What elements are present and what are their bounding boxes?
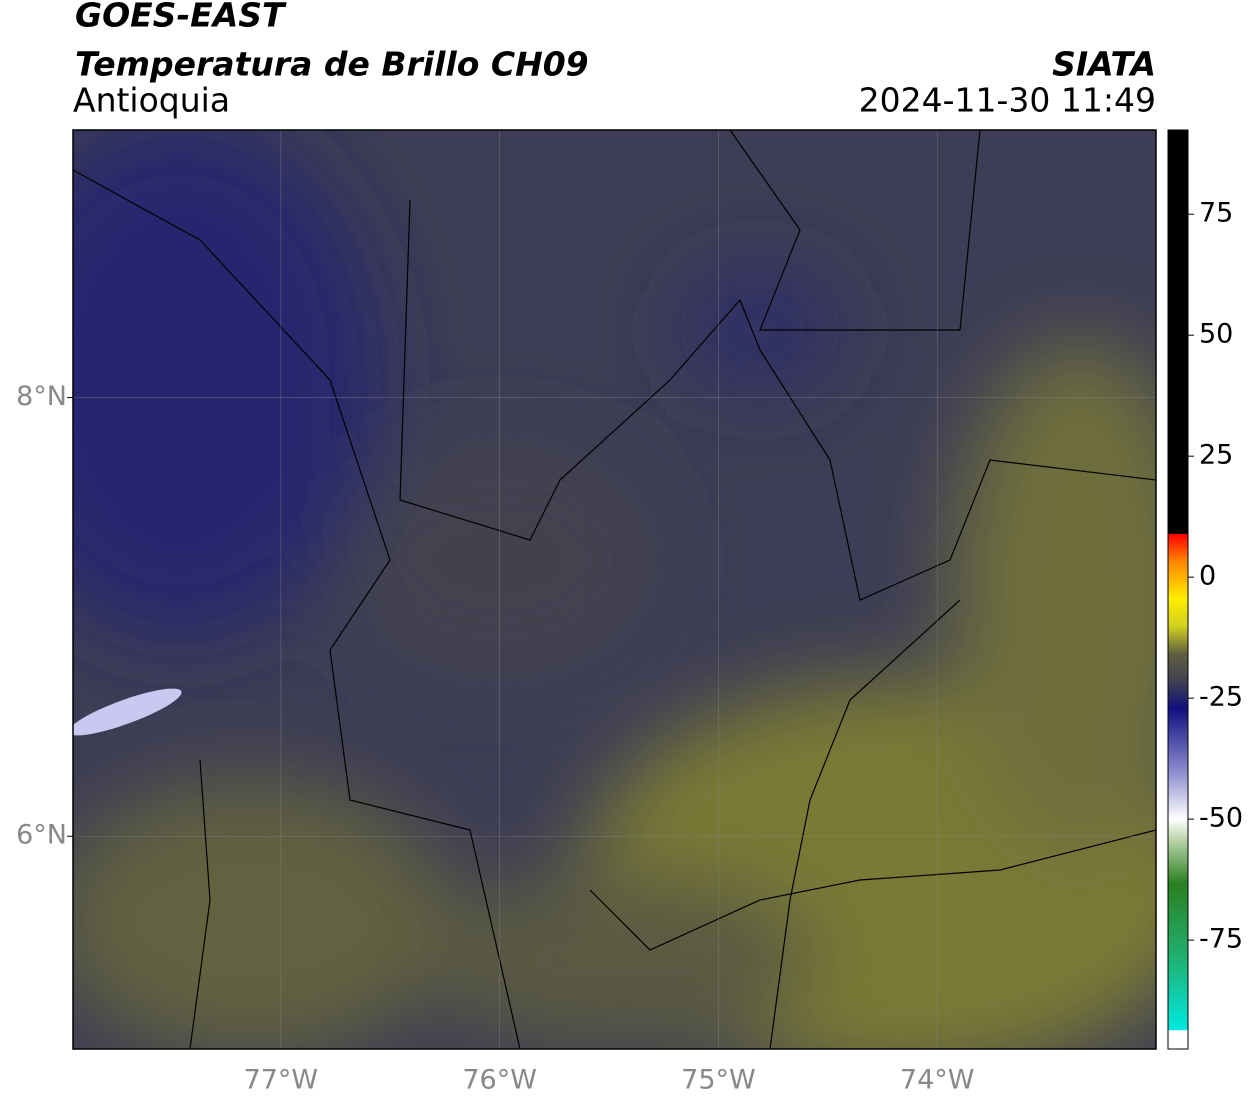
x-tick-label: 77°W <box>244 1065 319 1096</box>
x-tick-label: 75°W <box>681 1065 756 1096</box>
x-tick-label: 74°W <box>900 1065 975 1096</box>
y-tick-label: 8°N <box>16 381 67 412</box>
colorbar-tick-label: -25 <box>1199 682 1243 713</box>
graticule <box>73 130 1156 1049</box>
colorbar-tick-label: -75 <box>1199 924 1243 955</box>
datetime: 2024-11-30 11:49 <box>859 81 1156 120</box>
colorbar-tick-label: -50 <box>1199 803 1243 834</box>
colorbar-tick-label: 75 <box>1199 198 1233 229</box>
y-tick-label: 6°N <box>16 820 67 851</box>
subtitle: Temperatura de Brillo CH09 <box>75 45 589 84</box>
source: SIATA <box>1052 45 1156 84</box>
colorbar-tick-label: 50 <box>1199 319 1233 350</box>
colorbar-tick-label: 0 <box>1199 561 1216 592</box>
x-tick-label: 76°W <box>462 1065 537 1096</box>
colorbar <box>1167 129 1189 1050</box>
map-frame <box>72 129 1157 1050</box>
region: Antioquia <box>73 81 230 120</box>
colorbar-tick-label: 25 <box>1199 440 1233 471</box>
title: GOES-EAST <box>75 0 287 35</box>
satellite-image <box>73 130 1156 1049</box>
